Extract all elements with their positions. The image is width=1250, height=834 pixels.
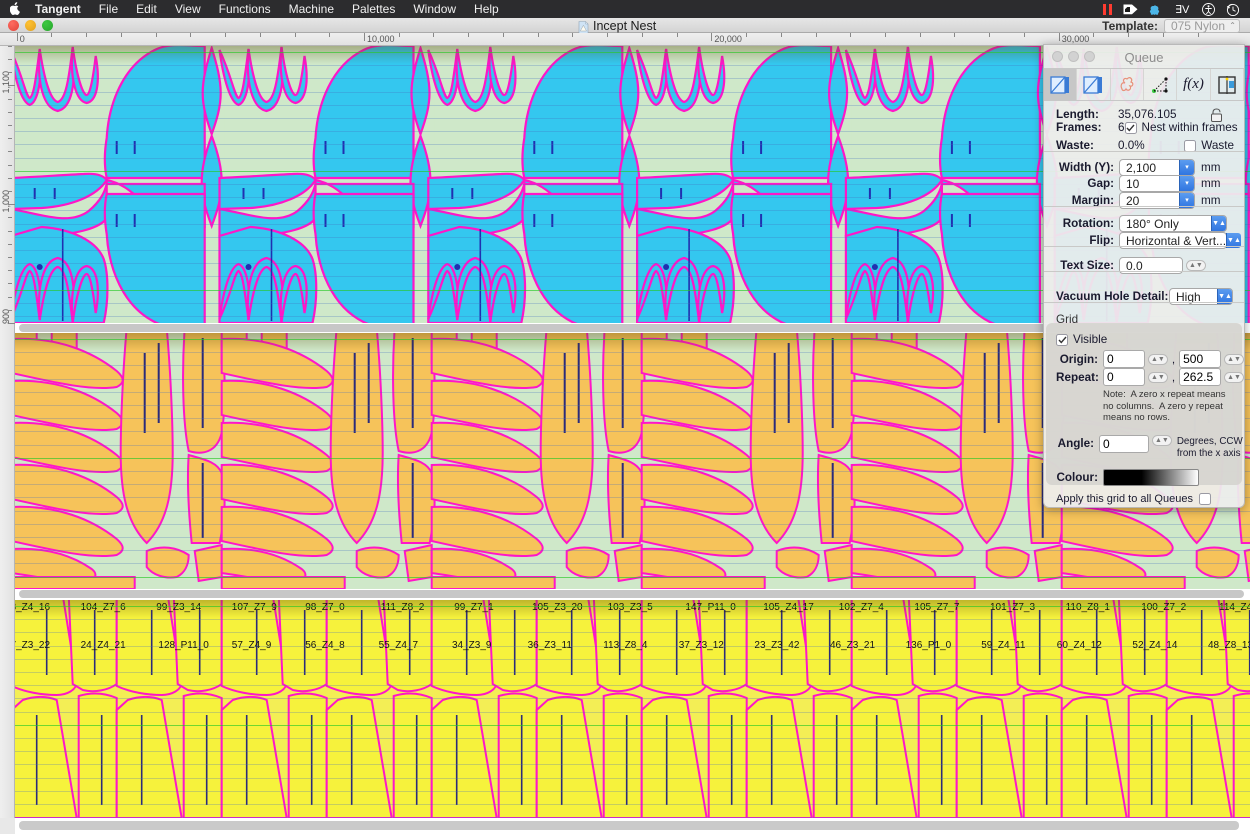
svg-text:∃V: ∃V	[1175, 4, 1190, 15]
